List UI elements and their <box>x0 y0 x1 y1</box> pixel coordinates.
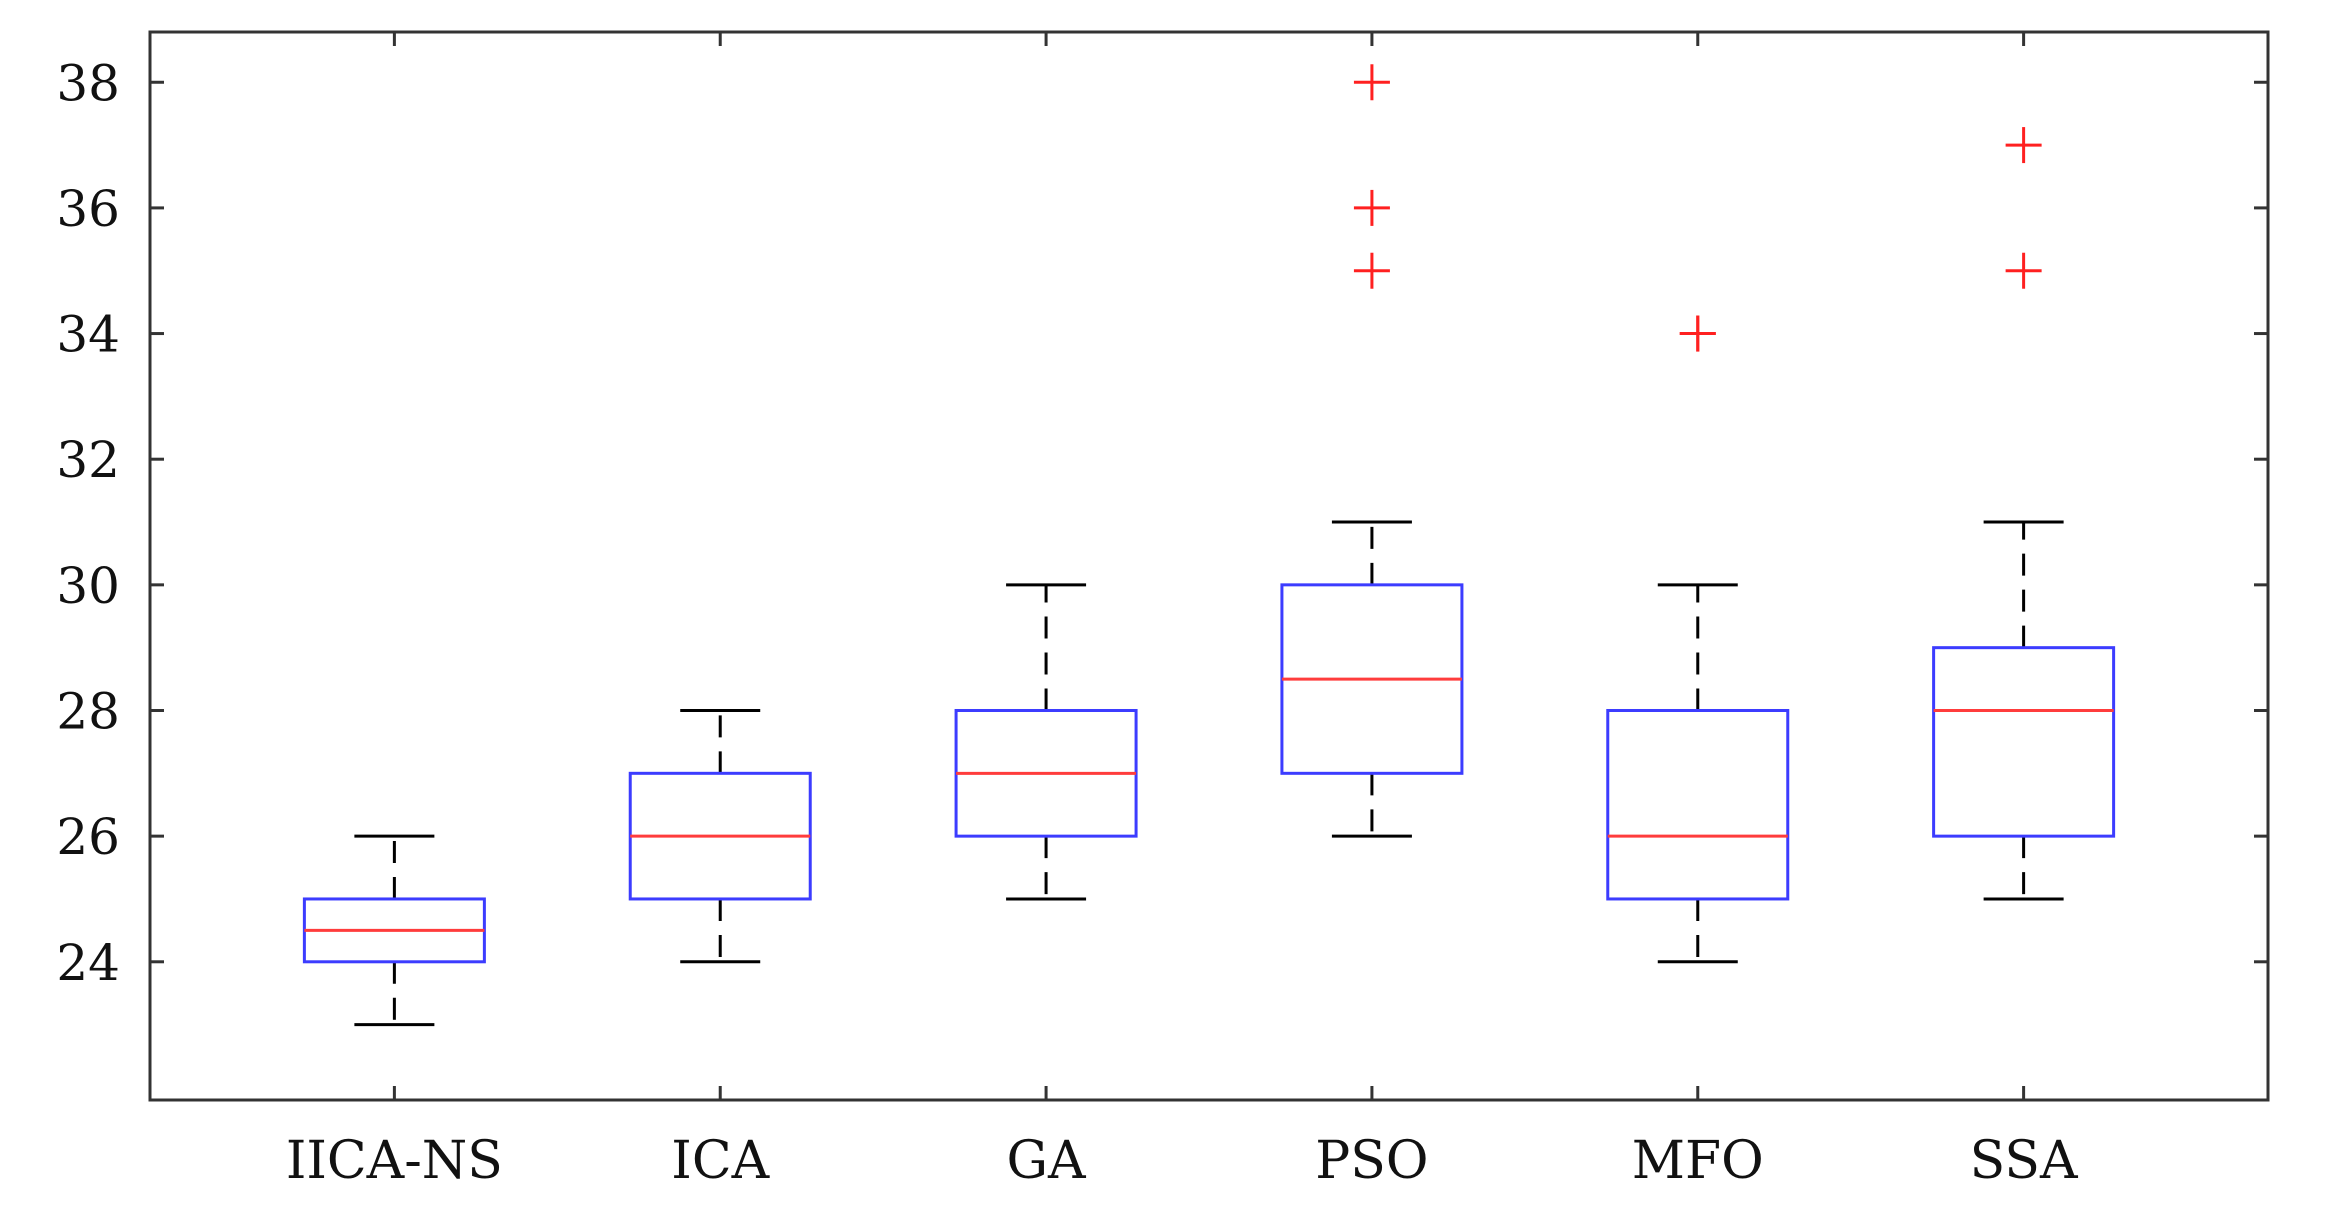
y-tick-label: 30 <box>56 557 120 615</box>
y-tick-label: 24 <box>56 934 120 992</box>
outlier-marker <box>1353 64 1390 101</box>
y-tick-label: 32 <box>56 431 120 489</box>
y-tick-label: 26 <box>56 808 120 866</box>
outlier-marker <box>2005 127 2042 164</box>
x-tick-label: ICA <box>671 1131 770 1191</box>
y-tick-label: 34 <box>56 306 120 364</box>
iqr-box <box>1932 646 2116 838</box>
x-tick-label: GA <box>1007 1131 1088 1191</box>
box-pso <box>1280 64 1464 838</box>
x-tick-label: MFO <box>1632 1131 1764 1191</box>
outlier-marker <box>1353 252 1390 289</box>
outlier-marker <box>2005 252 2042 289</box>
y-tick-label: 28 <box>56 682 120 740</box>
boxes-layer <box>302 64 2116 1027</box>
y-tick-label: 38 <box>56 54 120 112</box>
y-tick-label: 36 <box>56 180 120 238</box>
ticks-layer <box>150 32 2268 1100</box>
box-ica <box>628 708 812 964</box>
x-tick-label: PSO <box>1315 1131 1428 1191</box>
box-iica-ns <box>302 834 486 1027</box>
outlier-marker <box>1679 315 1716 352</box>
labels-layer: 24 26 28 30 32 34 36 38 IICA-NS ICA GA PSO MFO SSA <box>56 54 2079 1191</box>
x-tick-label: IICA-NS <box>286 1131 503 1191</box>
iqr-box <box>1606 708 1790 901</box>
box-ssa <box>1932 127 2116 901</box>
plot-area <box>148 30 2270 1102</box>
box-mfo <box>1606 315 1790 964</box>
x-tick-label: SSA <box>1970 1131 2079 1191</box>
outlier-marker <box>1353 189 1390 226</box>
box-ga <box>954 583 1138 901</box>
